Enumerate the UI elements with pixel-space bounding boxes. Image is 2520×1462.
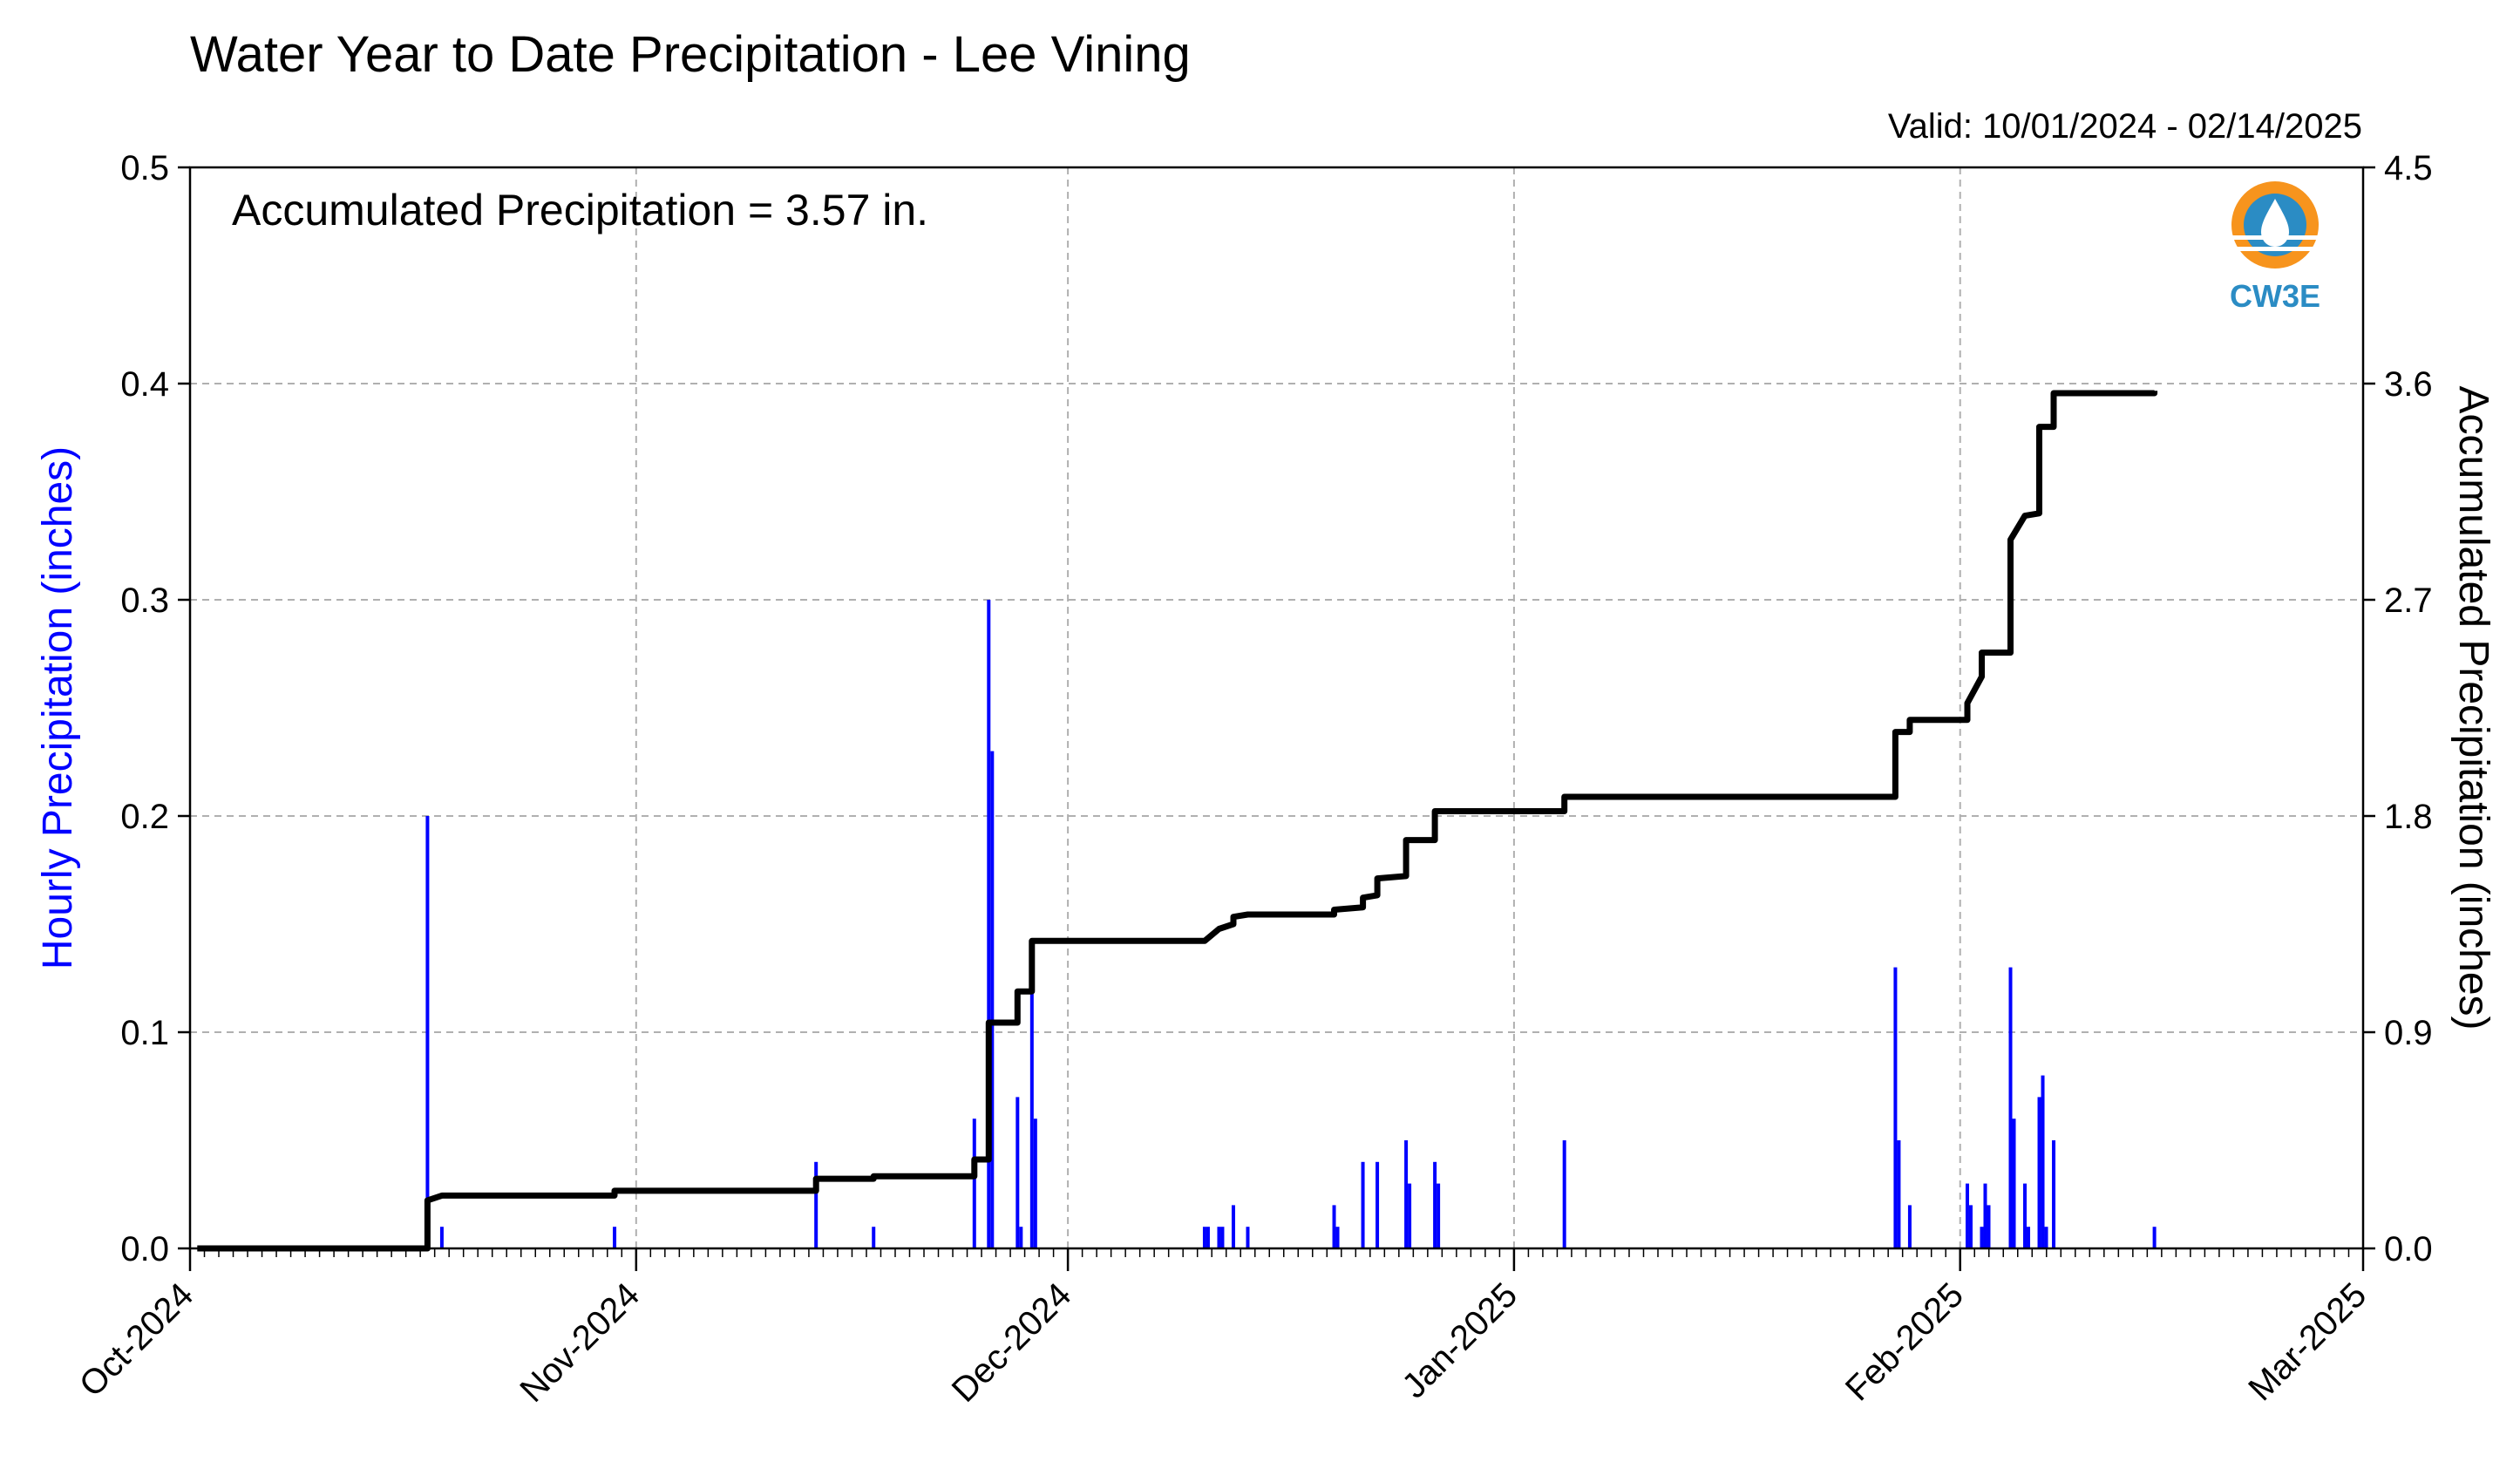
hourly-bar xyxy=(1987,1205,1991,1248)
hourly-bar xyxy=(1965,1183,1969,1248)
hourly-bar xyxy=(1361,1161,1365,1248)
hourly-bar xyxy=(1029,989,1034,1248)
y-right-tick-label: 0.9 xyxy=(2384,1014,2433,1052)
hourly-bar xyxy=(1433,1161,1437,1248)
accumulated-annotation: Accumulated Precipitation = 3.57 in. xyxy=(232,186,928,235)
hourly-bar xyxy=(1893,967,1898,1248)
hourly-bar xyxy=(1231,1205,1235,1248)
hourly-bar xyxy=(1335,1227,1340,1248)
accumulated-precipitation-line xyxy=(197,390,2158,1252)
hourly-bar xyxy=(1968,1205,1973,1248)
y-left-tick-label: 0.0 xyxy=(120,1230,169,1268)
cw3e-logo: CW3E xyxy=(2230,181,2320,314)
hourly-precipitation-bars xyxy=(425,600,2157,1248)
hourly-bar xyxy=(990,751,995,1248)
y-right-tick-label: 3.6 xyxy=(2384,365,2433,404)
y-left-tick-label: 0.2 xyxy=(120,798,169,836)
hourly-bar xyxy=(1033,1119,1037,1248)
hourly-bar xyxy=(439,1227,444,1248)
y-axis-left-label: Hourly Precipitation (inches) xyxy=(35,446,81,969)
hourly-bar xyxy=(1246,1227,1250,1248)
hourly-bar xyxy=(1206,1227,1210,1248)
hourly-bar xyxy=(2044,1227,2048,1248)
hourly-bar xyxy=(1983,1183,1987,1248)
y-right-tick-label: 1.8 xyxy=(2384,798,2433,836)
hourly-bar xyxy=(972,1119,976,1248)
water-drop-icon xyxy=(2261,199,2289,247)
y-right-tick-label: 0.0 xyxy=(2384,1230,2433,1268)
hourly-bar xyxy=(1562,1140,1566,1248)
y-left-tick-label: 0.4 xyxy=(120,365,169,404)
hourly-bar xyxy=(2041,1075,2045,1248)
y-axis-right-label: Accumulated Precipitation (inches) xyxy=(2450,385,2496,1030)
hourly-bar xyxy=(2023,1183,2028,1248)
hourly-bar xyxy=(814,1161,818,1248)
hourly-bar xyxy=(987,600,991,1248)
hourly-bar xyxy=(1437,1183,1441,1248)
hourly-bar xyxy=(2027,1227,2031,1248)
y-left-tick-label: 0.5 xyxy=(120,149,169,187)
y-left-tick-label: 0.1 xyxy=(120,1014,169,1052)
hourly-bar xyxy=(2152,1227,2157,1248)
hourly-bar xyxy=(1897,1140,1901,1248)
hourly-bar xyxy=(1015,1097,1020,1248)
hourly-bar xyxy=(1408,1183,1412,1248)
hourly-bar xyxy=(613,1227,617,1248)
y-left-tick-label: 0.3 xyxy=(120,581,169,620)
hourly-bar xyxy=(1217,1227,1221,1248)
hourly-bar xyxy=(2008,967,2013,1248)
hourly-bar xyxy=(425,816,430,1248)
hourly-bar xyxy=(2037,1097,2041,1248)
plot-frame xyxy=(188,166,2365,1250)
hourly-bar xyxy=(1907,1205,1912,1248)
logo-wave-1 xyxy=(2231,235,2319,240)
hourly-bar xyxy=(1019,1227,1023,1248)
hourly-bar xyxy=(1202,1227,1206,1248)
hourly-bar xyxy=(1404,1140,1409,1248)
y-right-tick-label: 2.7 xyxy=(2384,581,2433,620)
hourly-bar xyxy=(1220,1227,1225,1248)
hourly-bar xyxy=(1332,1205,1336,1248)
y-right-tick-label: 4.5 xyxy=(2384,149,2433,187)
logo-text: CW3E xyxy=(2230,278,2320,314)
chart-subtitle: Valid: 10/01/2024 - 02/14/2025 xyxy=(1888,107,2362,146)
grid-lines xyxy=(190,167,2363,1248)
hourly-bar xyxy=(2052,1140,2056,1248)
hourly-bar xyxy=(1980,1227,1984,1248)
chart-title: Water Year to Date Precipitation - Lee V… xyxy=(190,26,1191,83)
hourly-bar xyxy=(2012,1119,2016,1248)
logo-wave-2 xyxy=(2231,247,2319,251)
hourly-bar xyxy=(872,1227,876,1248)
hourly-bar xyxy=(1375,1161,1380,1248)
